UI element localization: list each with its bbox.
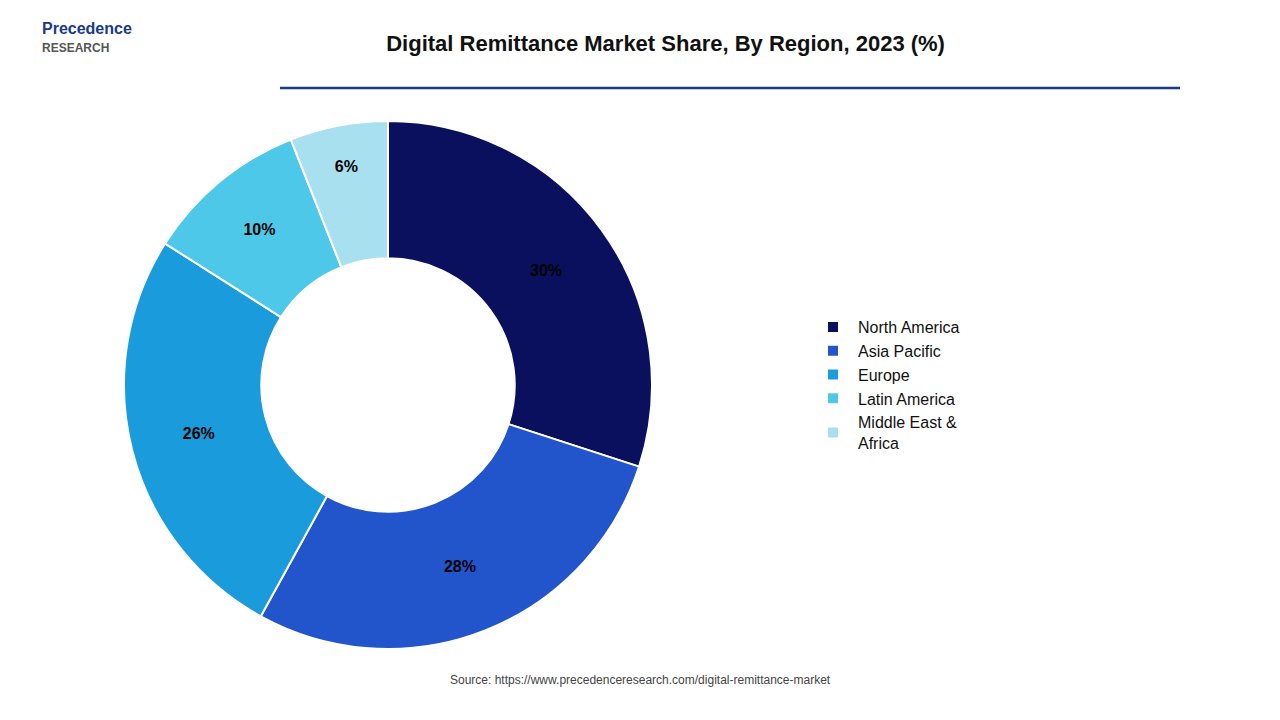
svg-text:Europe: Europe bbox=[858, 367, 910, 384]
svg-text:Digital Remittance Market Shar: Digital Remittance Market Share, By Regi… bbox=[386, 31, 945, 56]
svg-text:RESEARCH: RESEARCH bbox=[42, 41, 109, 55]
svg-text:Precedence: Precedence bbox=[42, 20, 132, 37]
svg-text:Source: https://www.precedence: Source: https://www.precedenceresearch.c… bbox=[450, 673, 831, 687]
svg-text:30%: 30% bbox=[530, 262, 562, 279]
svg-text:6%: 6% bbox=[335, 158, 358, 175]
svg-text:Asia Pacific: Asia Pacific bbox=[858, 343, 941, 360]
svg-text:28%: 28% bbox=[444, 558, 476, 575]
svg-text:Middle East &Africa: Middle East &Africa bbox=[858, 414, 957, 452]
svg-text:North America: North America bbox=[858, 319, 959, 336]
svg-text:26%: 26% bbox=[183, 425, 215, 442]
svg-text:10%: 10% bbox=[243, 221, 275, 238]
svg-text:Latin America: Latin America bbox=[858, 391, 955, 408]
